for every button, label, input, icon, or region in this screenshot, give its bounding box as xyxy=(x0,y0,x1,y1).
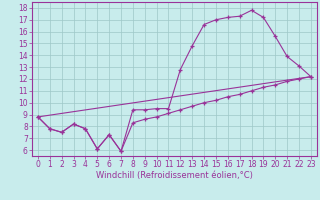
X-axis label: Windchill (Refroidissement éolien,°C): Windchill (Refroidissement éolien,°C) xyxy=(96,171,253,180)
